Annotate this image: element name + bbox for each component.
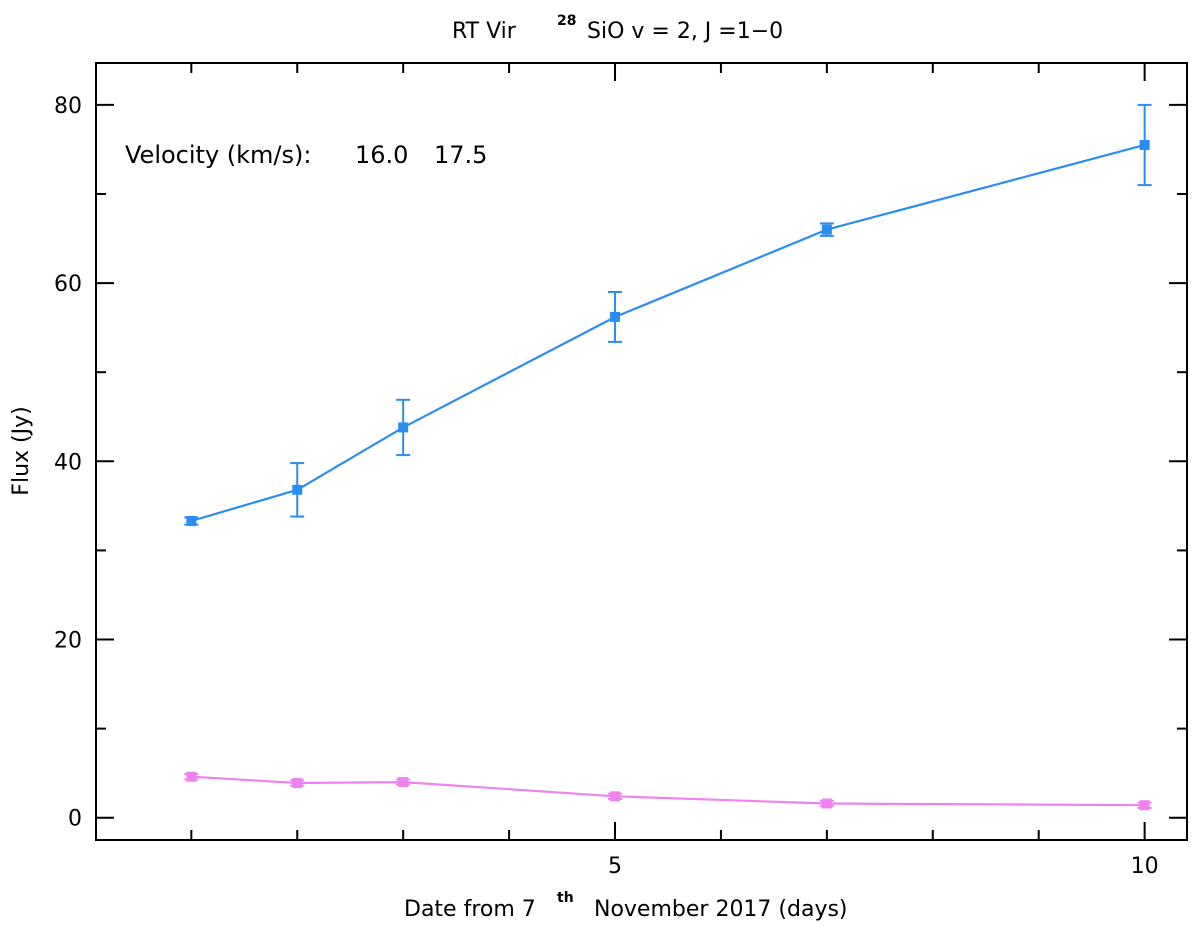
tick-labels: 5 10 0 20 40 60 80 — [54, 94, 1159, 879]
x-axis-label-superscript: th — [557, 890, 574, 906]
data-point — [186, 771, 197, 782]
series-line — [191, 775, 1145, 807]
data-point — [292, 777, 303, 788]
y-tick-label: 40 — [54, 450, 82, 475]
legend-series-1: 16.0 — [355, 141, 408, 169]
legend-label: Velocity (km/s): — [125, 141, 311, 169]
data-point — [186, 516, 197, 527]
data-point — [1139, 139, 1150, 150]
chart-title-prefix: RT Vir — [452, 19, 517, 44]
chart-title-main: SiO v = 2, J =1−0 — [587, 19, 783, 44]
chart-title-superscript: 28 — [557, 13, 576, 29]
plot-frame — [95, 62, 1188, 841]
data-point — [398, 422, 409, 433]
x-axis-label-suffix: November 2017 (days) — [594, 897, 848, 922]
data-point — [821, 798, 832, 809]
data-point — [821, 224, 832, 235]
series-line — [190, 143, 1145, 523]
y-tick-label: 80 — [54, 94, 82, 119]
data-series — [184, 103, 1152, 811]
legend-series-2: 17.5 — [434, 141, 487, 169]
series-1 — [184, 103, 1152, 527]
x-tick-label: 10 — [1131, 854, 1159, 879]
axis-ticks — [96, 63, 1187, 840]
data-point — [292, 484, 303, 495]
data-point — [610, 311, 621, 322]
y-tick-label: 20 — [54, 629, 82, 654]
data-point — [398, 777, 409, 788]
data-point — [610, 791, 621, 802]
series-2 — [184, 771, 1152, 811]
x-tick-label: 5 — [608, 854, 622, 879]
y-axis-label: Flux (Jy) — [9, 406, 34, 495]
y-tick-label: 60 — [54, 272, 82, 297]
y-tick-label: 0 — [68, 807, 82, 832]
x-axis-label-prefix: Date from 7 — [404, 897, 536, 922]
data-point — [1139, 800, 1150, 811]
